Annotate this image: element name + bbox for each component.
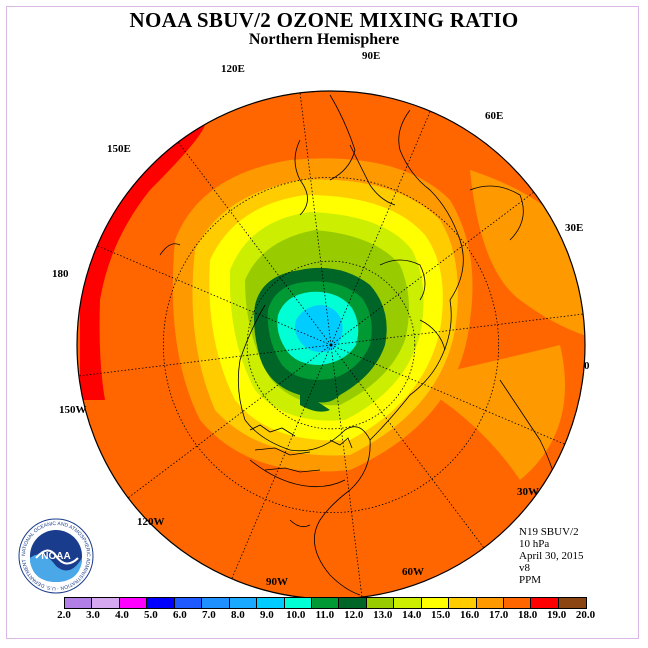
info-version: v8 (519, 562, 530, 574)
band-17-east (470, 170, 585, 340)
color-swatch (65, 598, 93, 608)
color-swatch (257, 598, 285, 608)
color-scale-label: 12.0 (344, 609, 364, 621)
color-swatch (119, 598, 148, 608)
lon-label-150e: 150E (107, 143, 131, 155)
color-scale-labels: 2.0 3.0 4.0 5.0 6.0 7.0 8.0 9.0 10.0 11.0 12.0 13.0… (0, 609, 648, 623)
lon-label-30e: 30E (565, 222, 584, 234)
color-scale-label: 17.0 (489, 609, 509, 621)
color-swatch (421, 598, 450, 608)
meridian-line (330, 344, 363, 598)
lon-label-60e: 60E (485, 110, 504, 122)
meridian-line (330, 344, 485, 549)
color-scale-label: 8.0 (230, 609, 245, 621)
color-swatch (531, 598, 559, 608)
meridian-line (330, 191, 535, 346)
meridian-line (231, 344, 332, 579)
color-scale-label: 20.0 (575, 609, 596, 621)
lon-label-150w: 150W (59, 404, 87, 416)
color-swatch (394, 598, 422, 608)
lon-label-120w: 120W (137, 516, 165, 528)
figure-frame (6, 6, 639, 639)
color-scale-label: 14.0 (402, 609, 422, 621)
color-swatch (147, 598, 175, 608)
info-instrument: N19 SBUV/2 (519, 526, 579, 538)
lon-label-120e: 120E (221, 63, 245, 75)
color-scale-label: 11.0 (315, 609, 335, 621)
lon-label-60w: 60W (402, 566, 424, 578)
color-swatch (92, 598, 120, 608)
color-swatch (449, 598, 477, 608)
svg-text:NOAA: NOAA (41, 551, 70, 562)
band-green-tail (300, 390, 330, 412)
graticule (78, 92, 584, 598)
meridian-line (330, 111, 431, 346)
color-swatch (229, 598, 258, 608)
color-scale-bar (64, 597, 588, 609)
color-swatch (504, 598, 532, 608)
color-scale-label: 18.0 (517, 609, 538, 621)
page-title: NOAA SBUV/2 OZONE MIXING RATIO (129, 8, 519, 32)
info-date: April 30, 2015 (519, 550, 584, 562)
color-scale-label: 16.0 (460, 609, 480, 621)
meridian-line (177, 141, 332, 346)
latitude-circle (246, 260, 416, 430)
meridian-line (330, 344, 565, 445)
noaa-logo-icon: NOAA NATIONAL OCEANIC AND ATMOSPHERIC AD… (18, 518, 94, 594)
color-scale-label: 19.0 (546, 609, 567, 621)
color-scale-label: 5.0 (144, 609, 158, 621)
color-swatch (339, 598, 367, 608)
color-scale-label: 9.0 (259, 609, 274, 621)
meridian-line (330, 313, 584, 346)
color-swatch (174, 598, 203, 608)
color-swatch (284, 598, 312, 608)
meridian-line (127, 344, 332, 499)
info-units: PPM (519, 574, 542, 586)
lon-label-90w: 90W (266, 576, 288, 588)
color-scale-label: 6.0 (173, 609, 187, 621)
color-scale-label: 10.0 (286, 609, 306, 621)
lon-label-90e: 90E (362, 50, 381, 62)
color-swatch (202, 598, 230, 608)
color-scale-label: 15.0 (431, 609, 451, 621)
color-swatch (558, 598, 587, 608)
color-scale-label: 2.0 (57, 609, 71, 621)
meridian-line (97, 245, 332, 346)
color-scale-label: 13.0 (373, 609, 393, 621)
color-scale-label: 3.0 (86, 609, 100, 621)
meridian-line (78, 344, 332, 377)
lon-label-0: 0 (584, 360, 590, 372)
color-swatch (311, 598, 340, 608)
color-scale-label: 4.0 (115, 609, 129, 621)
data-info-block: N19 SBUV/2 10 hPa April 30, 2015 v8 PPM (519, 526, 583, 586)
lon-label-30w: 30W (517, 486, 539, 498)
color-scale-label: 7.0 (202, 609, 216, 621)
coastlines (159, 94, 561, 596)
lon-label-180: 180 (52, 268, 69, 280)
color-swatch (476, 598, 504, 608)
meridian-line (299, 92, 332, 346)
info-pressure: 10 hPa (519, 538, 550, 550)
page-subtitle: Northern Hemisphere (248, 31, 400, 48)
color-swatch (366, 598, 395, 608)
latitude-circle (162, 176, 500, 514)
